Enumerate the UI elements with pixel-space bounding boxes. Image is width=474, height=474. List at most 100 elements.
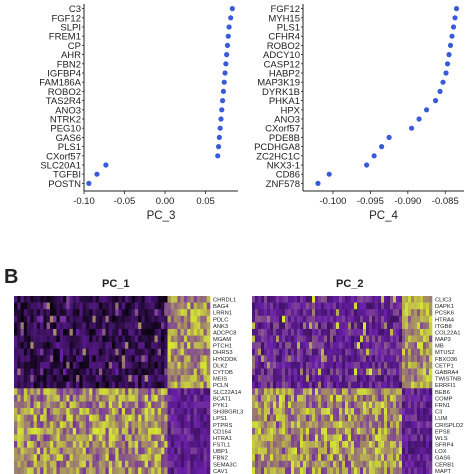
heatmap-cell xyxy=(390,408,394,415)
heatmap-cell xyxy=(20,315,25,323)
loading-point xyxy=(315,180,321,186)
heatmap-cell xyxy=(180,388,185,396)
gene-label: FAM186A xyxy=(39,78,81,89)
heatmap-cell xyxy=(17,441,21,448)
heatmap-cell xyxy=(399,328,403,336)
heatmap-cell xyxy=(23,401,28,409)
heatmap-cell xyxy=(309,408,313,415)
heatmap-cell xyxy=(174,421,178,429)
heatmap-cell xyxy=(324,375,328,382)
heatmap-cell xyxy=(429,388,433,396)
heatmap-cell xyxy=(414,296,418,303)
heatmap-cell xyxy=(387,348,391,356)
heatmap-cell xyxy=(43,328,47,336)
heatmap-cell xyxy=(378,368,382,376)
heatmap-cell xyxy=(92,342,96,350)
heatmap-cell xyxy=(105,454,110,462)
heatmap-cell xyxy=(282,434,286,442)
heatmap-cell xyxy=(297,375,301,382)
heatmap-cell xyxy=(85,342,90,350)
heatmap-cell xyxy=(56,447,61,455)
heatmap-cell xyxy=(144,401,149,409)
heatmap-cell xyxy=(14,322,18,330)
heatmap-cell xyxy=(414,322,418,330)
heatmap-cell xyxy=(161,421,165,429)
heatmap-cell xyxy=(354,296,358,303)
heatmap-cell xyxy=(390,368,394,376)
heatmap-cell xyxy=(180,421,185,429)
heatmap-cell xyxy=(43,315,47,323)
heatmap-cell xyxy=(330,296,334,303)
heatmap-cell xyxy=(46,361,51,369)
heatmap-cell xyxy=(306,441,310,448)
heatmap-cell xyxy=(417,328,421,336)
heatmap-cell xyxy=(131,368,136,376)
loading-point xyxy=(446,52,452,58)
heatmap-cell xyxy=(312,441,316,448)
heatmap-cell xyxy=(154,434,159,442)
heatmap-cell xyxy=(157,434,162,442)
heatmap-cell xyxy=(206,309,211,317)
heatmap-cell xyxy=(351,408,355,415)
heatmap-cell xyxy=(105,460,110,468)
heatmap-cell xyxy=(59,322,64,330)
heatmap-cell xyxy=(105,302,110,310)
heatmap-cell xyxy=(82,302,87,310)
heatmap-cell xyxy=(288,447,292,455)
heatmap-cell xyxy=(161,355,165,363)
heatmap-cell xyxy=(408,309,412,317)
heatmap-cell xyxy=(72,414,77,422)
heatmap-cell xyxy=(157,315,162,323)
heatmap-cell xyxy=(360,342,364,350)
heatmap-cell xyxy=(63,375,67,382)
heatmap-cell xyxy=(36,414,41,422)
heatmap-cell xyxy=(167,408,172,415)
heatmap-cell xyxy=(270,421,274,429)
heatmap-cell xyxy=(98,375,103,382)
heatmap-cell xyxy=(85,309,90,317)
heatmap-cell xyxy=(79,302,83,310)
heatmap-cell xyxy=(200,315,204,323)
heatmap-cell xyxy=(375,408,379,415)
heatmap-cell xyxy=(23,375,28,382)
heatmap-cell xyxy=(261,394,265,402)
heatmap-cell xyxy=(102,401,106,409)
heatmap-cell xyxy=(423,394,427,402)
heatmap-cell xyxy=(170,302,175,310)
heatmap-cell xyxy=(43,335,47,343)
heatmap-cell xyxy=(399,421,403,429)
heatmap-cell xyxy=(303,335,307,343)
heatmap-cell xyxy=(426,335,430,343)
heatmap-cell xyxy=(43,355,47,363)
heatmap-cell xyxy=(196,381,201,389)
heatmap-cell xyxy=(14,296,18,303)
heatmap-cell xyxy=(190,361,194,369)
heatmap-cell xyxy=(411,375,415,382)
heatmap-cell xyxy=(183,375,188,382)
heatmap-cell xyxy=(187,348,191,356)
heatmap-cell xyxy=(203,355,208,363)
heatmap-cell xyxy=(333,309,337,317)
heatmap-cell xyxy=(95,388,100,396)
heatmap-cell xyxy=(66,322,70,330)
heatmap-cell xyxy=(315,302,319,310)
heatmap-cell xyxy=(151,322,155,330)
heatmap-cell xyxy=(375,368,379,376)
heatmap-cell xyxy=(131,348,136,356)
heatmap-cell xyxy=(92,421,96,429)
heatmap-cell xyxy=(125,315,129,323)
heatmap-cell xyxy=(105,368,110,376)
heatmap-cell xyxy=(342,408,346,415)
heatmap-cell xyxy=(306,421,310,429)
heatmap-cell xyxy=(267,342,271,350)
heatmap-cell xyxy=(291,427,295,435)
heatmap-cell xyxy=(324,355,328,363)
heatmap-cell xyxy=(40,434,44,442)
heatmap-cell xyxy=(147,315,152,323)
heatmap-cell xyxy=(112,408,116,415)
heatmap-cell xyxy=(30,460,34,468)
heatmap-cell xyxy=(369,335,373,343)
heatmap-cell xyxy=(258,447,262,455)
heatmap-cell xyxy=(30,447,34,455)
heatmap-cell xyxy=(187,401,191,409)
